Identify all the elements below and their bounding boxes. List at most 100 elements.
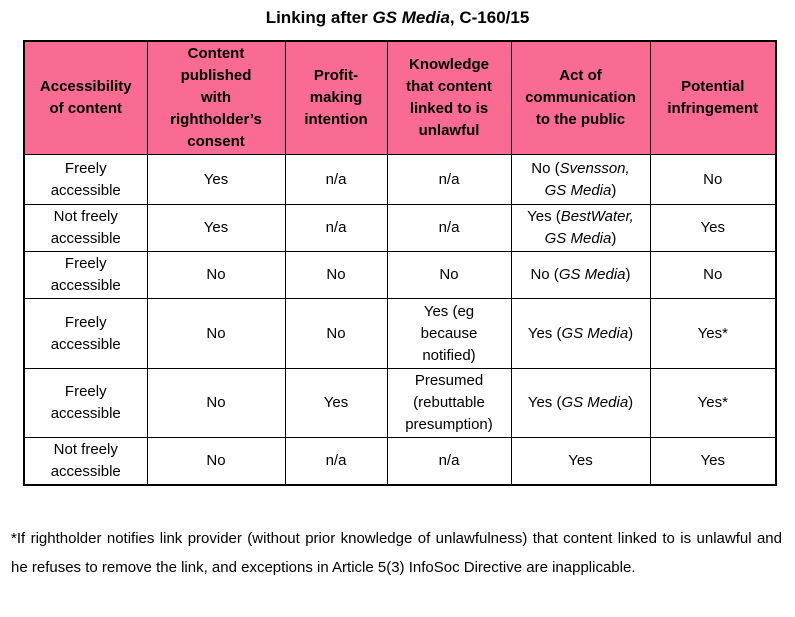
text-run: No [439, 266, 459, 283]
column-header: Knowledge that content linked to is unla… [386, 40, 512, 155]
text-run: Yes [203, 170, 229, 188]
table-cell: No [284, 251, 388, 299]
case-name-italic: GS Media [561, 324, 629, 342]
column-header: Potential infringement [649, 40, 777, 155]
text-run: , C-160/15 [449, 8, 530, 27]
text-run: No [326, 266, 346, 283]
case-name-italic: GS Media [372, 8, 450, 27]
text-run: No [206, 452, 226, 469]
column-header: Act of communication to the public [510, 40, 651, 155]
table-cell: No [146, 251, 286, 299]
footnote: *If rightholder notifies link provider (… [11, 530, 782, 576]
table-cell: Freely accessible [23, 251, 148, 299]
table-cell: No [649, 251, 777, 299]
text-run: No [206, 324, 226, 342]
table-row: Freely accessible No No Yes (eg because not… [23, 298, 777, 369]
table-cell: Not freely accessible [23, 204, 148, 252]
table-cell: Yes* [649, 298, 777, 369]
text-run: No ( [530, 266, 559, 283]
column-header: Accessibility of content [23, 40, 148, 155]
table-cell: Yes [649, 204, 777, 252]
text-run: n/a [438, 452, 460, 469]
table-cell: Yes [284, 368, 388, 438]
text-run: No [703, 170, 723, 188]
table-cell: n/a [284, 154, 388, 205]
text-run: Presumed (rebuttable presumption) [405, 372, 493, 433]
text-run: Yes ( [527, 324, 562, 342]
document-page: Linking after GS Media, C-160/15 Accessi… [0, 7, 795, 582]
page-title: Linking after GS Media, C-160/15 [0, 7, 795, 29]
text-run: n/a [325, 219, 347, 236]
table-row: Freely accessible No Yes Presumed (rebuttab… [23, 368, 777, 438]
table-cell: No [386, 251, 512, 299]
text-run: Linking after [265, 8, 373, 27]
table-cell: Yes [146, 154, 286, 205]
text-run: Freely accessible [50, 159, 121, 199]
text-run: Not freely accessible [50, 441, 121, 480]
table-cell: n/a [386, 437, 512, 486]
text-run: Yes (eg because notified) [420, 302, 478, 364]
text-run: ) [625, 266, 631, 283]
text-run: No ( [531, 159, 560, 177]
text-run: n/a [438, 219, 460, 236]
table-cell: n/a [386, 154, 512, 205]
text-run: Freely accessible [50, 383, 121, 422]
text-run: Yes [700, 219, 725, 236]
case-name-italic: GS Media [558, 266, 626, 283]
table-cell: Yes (eg because notified) [386, 298, 512, 369]
table-cell: Yes (BestWater, GS Media) [510, 204, 651, 252]
text-run: n/a [325, 170, 347, 188]
case-name-italic: GS Media [561, 394, 629, 411]
table-cell: No [284, 298, 388, 369]
table-cell: Not freely accessible [23, 437, 148, 486]
table-row: Freely accessible Yes n/a n/a No (Svensson, … [23, 154, 777, 205]
text-run: Not freely accessible [50, 208, 121, 247]
table-cell: No [146, 368, 286, 438]
text-run: Yes [323, 394, 349, 411]
text-run: Freely accessible [50, 255, 121, 294]
table-cell: Yes (GS Media) [510, 298, 651, 369]
table-cell: Freely accessible [23, 368, 148, 438]
text-run: ) [628, 324, 634, 342]
text-run: No [326, 324, 346, 342]
text-run: ) [628, 394, 634, 411]
table-cell: Presumed (rebuttable presumption) [386, 368, 512, 438]
text-run: No [703, 266, 723, 283]
table-cell: No [649, 154, 777, 205]
table-cell: Yes [649, 437, 777, 486]
header-row: Accessibility of content Content publishe… [23, 40, 777, 155]
case-name-italic: Svensson, GS Media [544, 159, 630, 199]
text-run: Yes* [697, 394, 728, 411]
table-cell: n/a [284, 437, 388, 486]
text-run: Yes [568, 452, 593, 469]
text-run: ) [611, 181, 617, 199]
table-cell: Yes [146, 204, 286, 252]
text-run: Yes [700, 452, 725, 469]
table-row: Freely accessible No No No No (GS Media) No [23, 251, 777, 299]
text-run: No [206, 266, 226, 283]
table-cell: Freely accessible [23, 154, 148, 205]
table-cell: No (GS Media) [510, 251, 651, 299]
table-cell: Yes (GS Media) [510, 368, 651, 438]
text-run: Yes ( [527, 208, 561, 225]
text-run: ) [611, 230, 617, 247]
table-cell: Freely accessible [23, 298, 148, 369]
text-run: Yes [203, 219, 229, 236]
table-cell: n/a [284, 204, 388, 252]
column-header: Profit- making intention [284, 40, 388, 155]
table-cell: n/a [386, 204, 512, 252]
case-name-italic: BestWater, GS Media [544, 208, 634, 247]
linking-table: Accessibility of content Content publishe… [23, 40, 777, 486]
table-row: Not freely accessible No n/a n/a Yes Yes [23, 437, 777, 486]
table-row: Not freely accessible Yes n/a n/a Yes (BestW… [23, 204, 777, 252]
text-run: No [206, 394, 226, 411]
text-run: Freely accessible [50, 313, 121, 353]
text-run: n/a [438, 170, 460, 188]
text-run: Yes* [697, 324, 728, 342]
table-cell: Yes [510, 437, 651, 486]
column-header: Content published with rightholder’s con… [146, 40, 286, 155]
text-run: Yes ( [527, 394, 562, 411]
table-cell: No [146, 437, 286, 486]
table-cell: No [146, 298, 286, 369]
table-body: Freely accessible Yes n/a n/a No (Svensson, … [23, 154, 777, 486]
